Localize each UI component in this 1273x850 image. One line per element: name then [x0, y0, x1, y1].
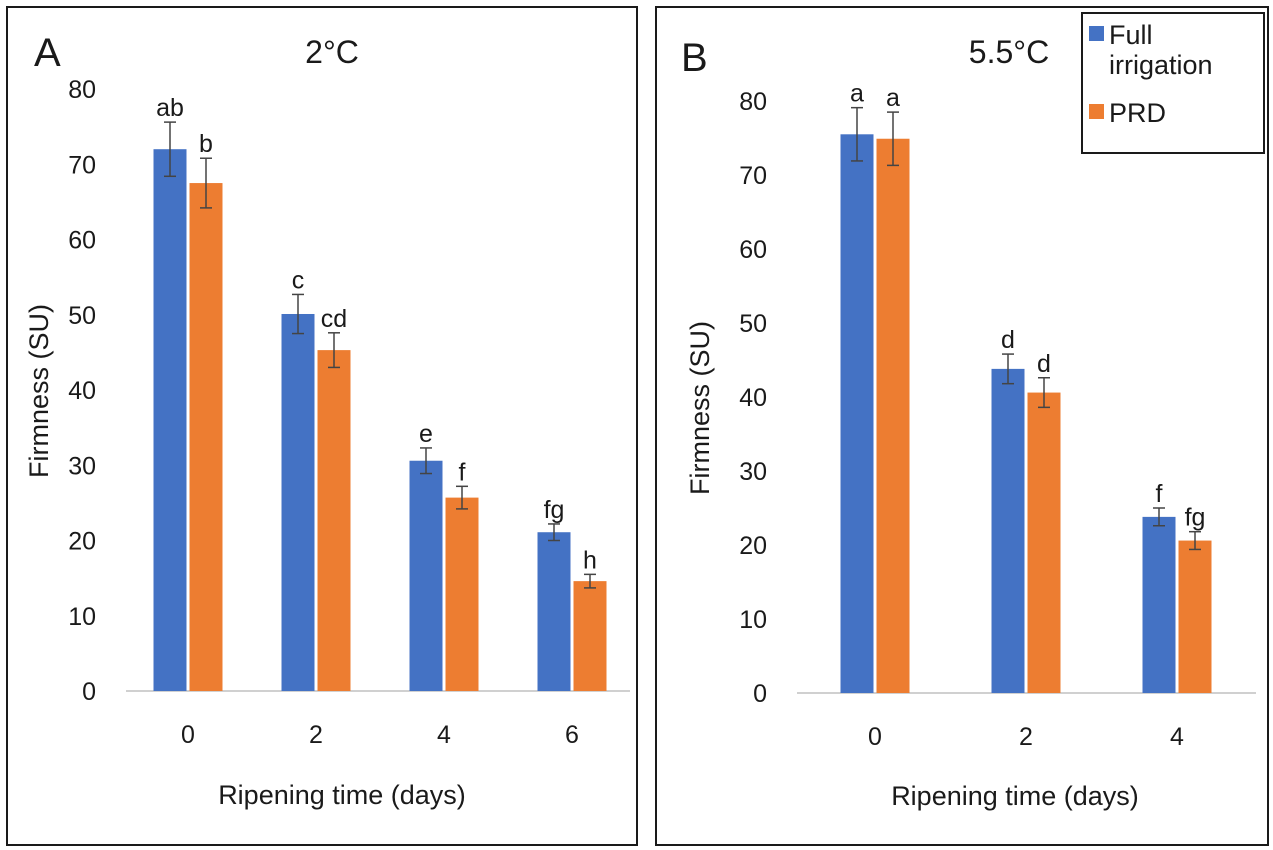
significance-letter: c	[292, 266, 305, 294]
legend-swatch-prd	[1089, 104, 1104, 119]
significance-letter: ab	[156, 94, 184, 122]
y-tick-label: 70	[68, 151, 96, 179]
y-tick-label: 40	[739, 384, 767, 412]
y-tick-label: 30	[739, 458, 767, 486]
chart-title: 2°C	[305, 34, 359, 70]
legend-label-full-irrigation: Full irrigation	[1109, 20, 1213, 80]
legend-item-full-irrigation: Full irrigation	[1089, 20, 1264, 80]
x-tick-label: 0	[181, 721, 195, 749]
chart-b: B 5.5°C 0 10 20 30 40 50 60 70 80 Firmness (SU) a a 0 d…	[681, 34, 1256, 811]
y-tick-label: 60	[739, 236, 767, 264]
bar-full-irrigation-4	[409, 460, 443, 691]
significance-letter: a	[886, 84, 900, 112]
significance-letter: a	[850, 80, 864, 108]
panel-a: A 2°C 0 10 20 30 40 50 60 70 80 Firmness (SU) ab b 0 c c…	[6, 6, 638, 846]
bar-prd-4	[445, 497, 479, 691]
x-tick-label: 6	[565, 721, 579, 749]
y-tick-label: 80	[68, 76, 96, 104]
y-tick-label: 50	[739, 310, 767, 338]
bar-full-irrigation-2	[281, 313, 315, 691]
bar-full-irrigation-6	[537, 532, 571, 691]
y-tick-label: 0	[82, 678, 96, 706]
panel-label: A	[34, 31, 61, 75]
bar-full-irrigation-0	[153, 149, 187, 691]
legend-swatch-full-irrigation	[1089, 26, 1104, 41]
y-tick-label: 20	[68, 528, 96, 556]
y-tick-label: 0	[753, 680, 767, 708]
bar-full-irrigation-4	[1142, 516, 1176, 693]
significance-letter: fg	[1185, 504, 1206, 532]
x-tick-label: 0	[868, 723, 882, 751]
x-tick-label: 2	[309, 721, 323, 749]
significance-letter: d	[1001, 326, 1015, 354]
bar-prd-0	[876, 138, 910, 694]
y-tick-label: 20	[739, 532, 767, 560]
bar-prd-0	[189, 183, 223, 691]
legend-label-prd: PRD	[1109, 98, 1167, 128]
y-axis-label: Firmness (SU)	[24, 304, 54, 478]
y-tick-label: 60	[68, 227, 96, 255]
y-tick-label: 40	[68, 377, 96, 405]
bar-prd-6	[573, 581, 607, 691]
significance-letter: d	[1037, 350, 1051, 378]
significance-letter: cd	[321, 305, 347, 333]
chart-title: 5.5°C	[969, 34, 1049, 70]
panel-label: B	[681, 36, 708, 80]
x-tick-label: 4	[437, 721, 451, 749]
bar-prd-4	[1178, 540, 1212, 693]
significance-letter: e	[419, 420, 433, 448]
significance-letter: fg	[544, 496, 565, 524]
legend-item-prd: PRD	[1089, 98, 1264, 128]
significance-letter: f	[459, 458, 466, 486]
x-axis-label: Ripening time (days)	[891, 781, 1139, 811]
legend: Full irrigation PRD	[1081, 12, 1265, 154]
bar-full-irrigation-0	[840, 134, 874, 694]
significance-letter: h	[583, 546, 597, 574]
y-tick-label: 10	[739, 606, 767, 634]
bar-prd-2	[317, 350, 351, 691]
y-tick-label: 30	[68, 452, 96, 480]
y-tick-label: 70	[739, 162, 767, 190]
x-tick-label: 4	[1170, 723, 1184, 751]
bar-full-irrigation-2	[991, 368, 1025, 693]
x-axis-label: Ripening time (days)	[218, 780, 466, 810]
bar-prd-2	[1027, 392, 1061, 693]
y-tick-label: 50	[68, 302, 96, 330]
significance-letter: b	[199, 130, 213, 158]
x-tick-label: 2	[1019, 723, 1033, 751]
y-axis-label: Firmness (SU)	[685, 321, 715, 495]
chart-a: A 2°C 0 10 20 30 40 50 60 70 80 Firmness (SU) abb 0 cc…	[24, 31, 630, 810]
y-tick-label: 10	[68, 603, 96, 631]
panel-b: B 5.5°C 0 10 20 30 40 50 60 70 80 Firmness (SU) a a 0 d…	[655, 6, 1269, 846]
y-tick-label: 80	[739, 88, 767, 116]
significance-letter: f	[1156, 480, 1163, 508]
